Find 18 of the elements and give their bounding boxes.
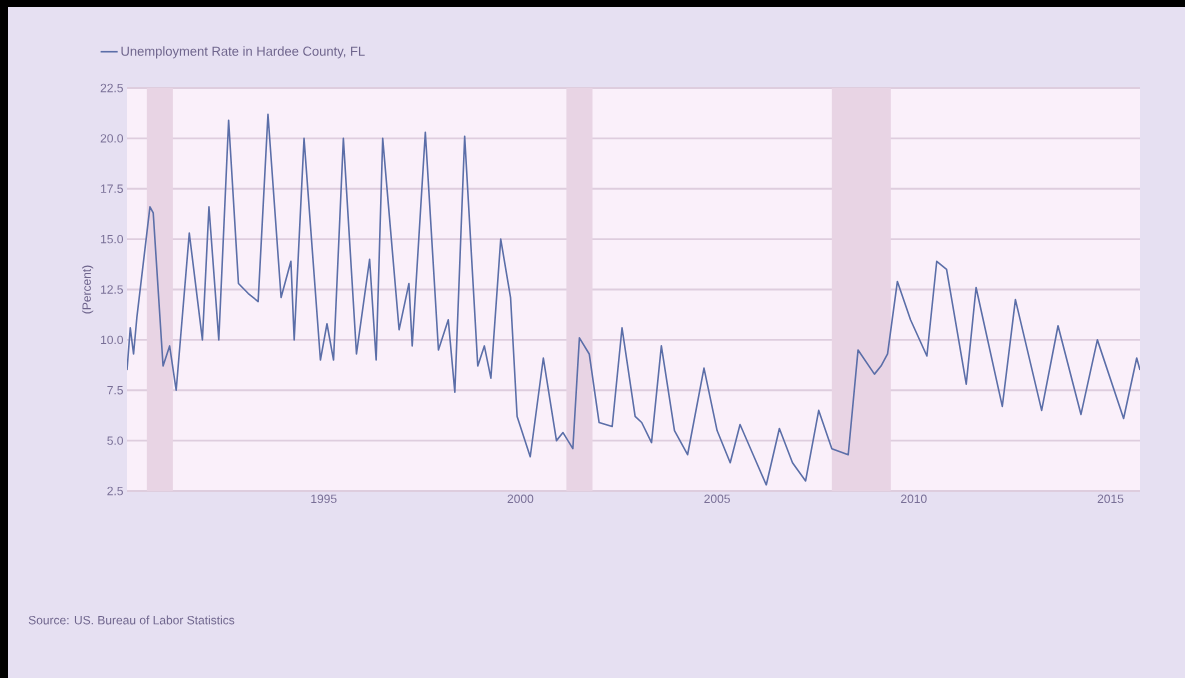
- y-axis-title: (Percent): [82, 265, 94, 314]
- x-tick-label: 2000: [507, 494, 534, 504]
- y-tick-label: 10.0: [101, 335, 124, 345]
- legend-label: Unemployment Rate in Hardee County, FL: [121, 46, 365, 59]
- x-tick-label: 2015: [1097, 494, 1124, 504]
- y-tick-label: 17.5: [101, 184, 123, 193]
- source-note: Source: US. Bureau of Labor Statistics: [28, 615, 235, 625]
- y-tick-label: 22.5: [100, 83, 123, 93]
- line-series: [127, 113, 1140, 486]
- y-tick-label: 20.0: [100, 134, 124, 143]
- y-tick-label: 12.5: [101, 285, 123, 294]
- x-tick-label: 1995: [311, 494, 337, 504]
- y-tick-label: 2.5: [107, 486, 123, 496]
- y-tick-label: 7.5: [107, 386, 123, 395]
- x-tick-label: 2010: [901, 494, 927, 504]
- y-tick-label: 5.0: [107, 436, 124, 445]
- x-tick-label: 2005: [704, 494, 730, 504]
- y-tick-label: 15.0: [101, 234, 124, 244]
